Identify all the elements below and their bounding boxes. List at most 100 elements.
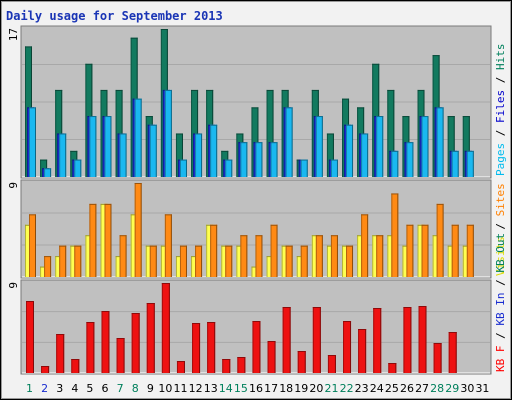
bar-pages [255, 142, 263, 177]
bar-sites [179, 245, 187, 277]
legend-part: Hits [494, 44, 507, 71]
x-tick-label: 20 [309, 382, 323, 395]
bar-sites [74, 245, 82, 277]
x-tick-label: 21 [324, 382, 338, 395]
x-tick-label: 25 [385, 382, 399, 395]
bar-sites [29, 214, 36, 277]
legend-part: Files [494, 90, 507, 123]
bar-pages [44, 168, 52, 177]
bar-pages [330, 159, 338, 177]
bar-pages [225, 159, 233, 177]
bar-kb [116, 338, 125, 373]
bar-kb [403, 307, 412, 373]
bar-sites [59, 245, 67, 277]
bar-pages [361, 133, 369, 177]
bar-kb [101, 311, 110, 373]
bar-sites [240, 235, 248, 277]
chart-title: Daily usage for September 2013 [6, 9, 223, 23]
x-tick-label: 4 [71, 382, 78, 395]
x-tick-label: 5 [86, 382, 93, 395]
bar-pages [466, 150, 474, 177]
bar-kb [222, 359, 231, 373]
bar-pages [285, 107, 293, 177]
bar-sites [270, 224, 278, 277]
x-tick-label: 14 [219, 382, 233, 395]
legend-part: Visits [494, 236, 507, 276]
bar-pages [149, 124, 157, 177]
bar-kb [71, 359, 80, 373]
x-tick-label: 7 [117, 382, 124, 395]
bar-sites [300, 245, 308, 277]
x-tick-label: 30 [460, 382, 474, 395]
bar-sites [391, 193, 399, 277]
bar-pages [59, 133, 67, 177]
legend-part: / [494, 70, 507, 90]
legend-part: KB Out [494, 233, 507, 273]
legend-part: / [494, 273, 507, 293]
bar-kb [252, 321, 261, 373]
bar-sites [436, 203, 444, 277]
bar-sites [406, 224, 414, 277]
bar-sites [255, 235, 263, 277]
bar-kb [237, 357, 246, 373]
bar-kb [358, 329, 367, 373]
x-tick-label: 10 [158, 382, 172, 395]
x-tick-label: 1 [26, 382, 33, 395]
x-tick-label: 31 [475, 382, 489, 395]
bar-sites [225, 245, 233, 277]
bar-pages [391, 150, 399, 177]
bar-kb [327, 355, 336, 373]
bar-sites [361, 214, 369, 277]
legend-part: Sites [494, 183, 507, 216]
bar-pages [89, 116, 97, 177]
bar-kb [373, 308, 382, 373]
bar-pages [240, 142, 248, 177]
bar-kb [418, 306, 427, 373]
bar-kb [207, 322, 216, 373]
bar-pages [29, 107, 36, 177]
bar-kb [267, 341, 276, 373]
bar-pages [179, 159, 187, 177]
bar-sites [285, 245, 293, 277]
bar-sites [134, 183, 142, 277]
x-tick-label: 2 [41, 382, 48, 395]
legend-part: / [494, 326, 507, 346]
bar-sites [44, 256, 52, 277]
x-tick-label: 15 [234, 382, 248, 395]
x-tick-label: 13 [204, 382, 218, 395]
legend-part: / [494, 216, 507, 236]
x-tick-label: 27 [415, 382, 429, 395]
bar-sites [376, 235, 384, 277]
bar-pages [74, 159, 82, 177]
bar-pages [421, 116, 429, 177]
bar-sites [346, 245, 354, 277]
x-tick-label: 12 [189, 382, 203, 395]
bar-kb [176, 361, 185, 373]
x-tick-label: 19 [294, 382, 308, 395]
bar-kb [56, 334, 65, 373]
bar-sites [195, 245, 203, 277]
bar-sites [149, 245, 157, 277]
bar-kb [192, 323, 201, 373]
bar-sites [421, 224, 429, 277]
y-max-label-bottom: 9 [7, 282, 20, 289]
bar-sites [315, 235, 323, 277]
bar-kb [131, 313, 140, 373]
bar-kb [448, 332, 457, 373]
x-tick-label: 24 [370, 382, 384, 395]
bar-sites [466, 224, 474, 277]
x-tick-label: 17 [264, 382, 278, 395]
x-tick-label: 3 [56, 382, 63, 395]
bar-pages [104, 116, 112, 177]
legend-part: Pages [494, 143, 507, 176]
x-tick-label: 9 [147, 382, 154, 395]
bar-kb [86, 322, 95, 373]
bar-pages [346, 124, 354, 177]
bar-pages [134, 98, 142, 177]
bar-sites [210, 224, 218, 277]
bar-pages [436, 107, 444, 177]
bar-sites [104, 203, 112, 277]
x-tick-label: 28 [430, 382, 444, 395]
bar-pages [119, 133, 127, 177]
